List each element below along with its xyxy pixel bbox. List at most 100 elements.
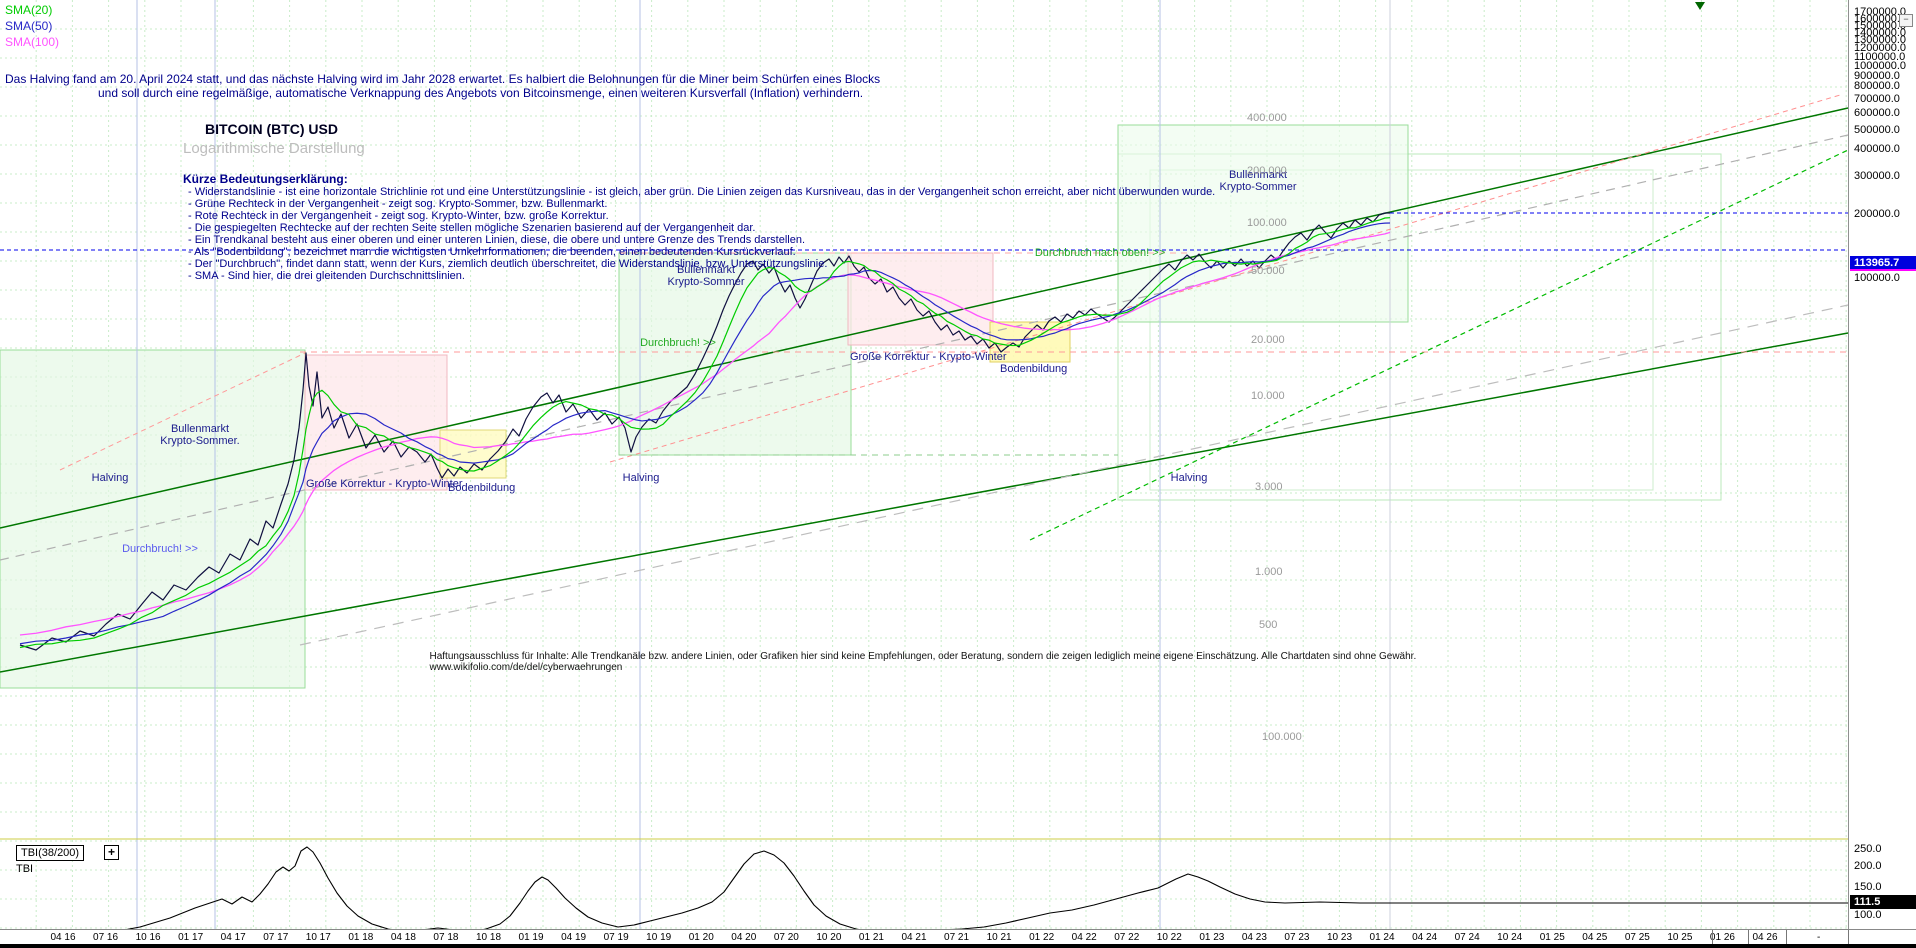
inchart-price-label: 400.000 xyxy=(1247,112,1287,124)
date-label: 07 24 xyxy=(1454,932,1480,943)
date-label: 01 20 xyxy=(688,932,714,943)
bottom-border-bar xyxy=(0,944,1916,948)
market-phase-rect xyxy=(1117,153,1722,501)
explanation-list: - Widerstandslinie - ist eine horizontal… xyxy=(188,186,1215,282)
date-label: 10 16 xyxy=(135,932,161,943)
date-axis[interactable]: 04 16 07 16 10 16 01 17 04 17 07 17 10 17 01 18… xyxy=(0,929,1916,945)
sub-axis-label-100: 100.0 xyxy=(1854,909,1882,921)
main-axis-label: 200000.0 xyxy=(1854,208,1900,220)
main-axis-label: 1500000.0 xyxy=(1854,20,1906,32)
date-label: 04 22 xyxy=(1071,932,1097,943)
date-axis-separator xyxy=(1712,930,1713,945)
date-label: 07 23 xyxy=(1284,932,1310,943)
chart-annotation: Bodenbildung xyxy=(1000,363,1067,375)
explanation-heading: Kürze Bedeutungserklärung: xyxy=(183,172,348,186)
date-label: 01 18 xyxy=(348,932,374,943)
marker-triangle-icon xyxy=(1695,2,1705,10)
date-label: 01 22 xyxy=(1029,932,1055,943)
date-label: 10 22 xyxy=(1156,932,1182,943)
legend-sma20[interactable]: SMA(20) xyxy=(5,3,53,17)
date-label: 10 18 xyxy=(475,932,502,943)
inchart-price-label: 20.000 xyxy=(1251,334,1285,346)
chart-annotation: Bullenmarkt Krypto-Sommer xyxy=(667,264,744,288)
explanation-line: - Rote Rechteck in der Vergangenheit - z… xyxy=(188,210,609,222)
date-label: 04 19 xyxy=(561,932,587,943)
trend-line xyxy=(0,107,1849,529)
legend-sma100[interactable]: SMA(100) xyxy=(5,35,60,49)
date-label: 04 21 xyxy=(901,932,927,943)
inchart-price-label: 100.000 xyxy=(1247,217,1287,229)
date-label: 07 18 xyxy=(433,932,459,943)
trend-line xyxy=(1029,149,1849,541)
main-axis-label: 900000.0 xyxy=(1854,70,1900,82)
right-price-axis[interactable]: 1700000.0 1600000.0 1500000.0 1400000.0 1300… xyxy=(1848,0,1916,944)
inchart-price-label: 3.000 xyxy=(1255,481,1283,493)
halving-note-line2: und soll durch eine regelmäßige, automat… xyxy=(98,86,864,100)
main-axis-label: 1100000.0 xyxy=(1854,51,1906,63)
sma100-axis-marker xyxy=(1850,269,1916,271)
chart-title: BITCOIN (BTC) USD xyxy=(205,121,338,137)
sub-axis-label: 250.0 xyxy=(1854,843,1882,855)
main-axis-label: 1600000.0 xyxy=(1854,13,1906,25)
chart-annotation: Durchbruch! >> xyxy=(122,543,198,555)
date-label: 01 19 xyxy=(518,932,544,943)
sma-line-11 xyxy=(19,222,1391,645)
date-label: 04 16 xyxy=(50,932,76,943)
trend-line xyxy=(0,332,1849,673)
main-axis-label: 700000.0 xyxy=(1854,93,1900,105)
chart-annotation: Große Korrektur - Krypto-Winter xyxy=(850,351,1007,363)
explanation-line: - Als "Bodenbildung", bezeichnet man die… xyxy=(188,246,796,258)
collapse-axis-icon[interactable]: − xyxy=(1899,14,1913,27)
market-phase-rect xyxy=(0,349,306,689)
chart-annotation: Große Korrektur - Krypto-Winter xyxy=(306,478,463,490)
main-axis-label: 400000.0 xyxy=(1854,143,1900,155)
tbi-indicator-line xyxy=(107,846,1848,934)
trend-line xyxy=(0,134,1849,561)
date-label: 07 17 xyxy=(263,932,289,943)
date-label: 04 17 xyxy=(220,932,246,943)
date-label: 01 26 xyxy=(1709,932,1735,943)
add-indicator-icon[interactable]: + xyxy=(104,845,119,860)
date-label: 01 23 xyxy=(1199,932,1225,943)
date-label: 10 19 xyxy=(646,932,672,943)
chart-annotation: Halving xyxy=(1171,472,1208,484)
chart-annotation: Halving xyxy=(623,472,660,484)
btc-price-line xyxy=(19,212,1390,651)
tbi-indicator-name: TBI xyxy=(16,863,34,875)
halving-note-line1: Das Halving fand am 20. April 2024 statt… xyxy=(5,72,881,86)
date-label: 01 24 xyxy=(1369,932,1395,943)
date-label: 04 18 xyxy=(390,932,416,943)
date-label: 04 26 xyxy=(1752,932,1778,943)
tbi-last-value-badge: 111.5 xyxy=(1850,895,1916,909)
explanation-line: - Grüne Rechteck in der Vergangenheit - … xyxy=(188,198,608,210)
date-label: 01 17 xyxy=(178,932,204,943)
main-axis-label: 1200000.0 xyxy=(1854,42,1906,54)
date-label: 07 21 xyxy=(944,932,970,943)
date-label: 04 25 xyxy=(1582,932,1608,943)
inchart-price-label: 10.000 xyxy=(1251,390,1285,402)
main-axis-label: 100000.0 xyxy=(1854,272,1900,284)
explanation-line: - Widerstandslinie - ist eine horizontal… xyxy=(188,186,1216,198)
date-axis-separator xyxy=(1848,930,1849,945)
legend-sma50[interactable]: SMA(50) xyxy=(5,19,53,33)
date-label: 10 20 xyxy=(816,932,842,943)
explanation-line: - SMA - Sind hier, die drei gleitenden D… xyxy=(188,270,465,282)
inchart-price-label: 1.000 xyxy=(1255,566,1283,578)
date-label: 04 20 xyxy=(731,932,757,943)
explanation-line: - Die gespiegelten Rechtecke auf der rec… xyxy=(188,222,756,234)
trend-line xyxy=(299,304,1849,646)
date-label: 10 25 xyxy=(1667,932,1693,943)
date-label: 01 21 xyxy=(858,932,884,943)
chart-annotation: Durchbruch! >> xyxy=(640,337,716,349)
chart-annotation: Bodenbildung xyxy=(448,482,515,494)
last-price-badge: 113965.7 xyxy=(1850,256,1916,270)
inchart-price-label: 500 xyxy=(1259,619,1278,631)
main-axis-label: 1000000.0 xyxy=(1854,60,1906,72)
date-label: 10 24 xyxy=(1497,932,1523,943)
date-axis-separator xyxy=(1786,930,1787,945)
date-axis-empty-cell: - xyxy=(1817,932,1821,943)
chart-annotation: Halving xyxy=(92,472,129,484)
tbi-indicator-box[interactable]: TBI(38/200) xyxy=(16,845,85,861)
